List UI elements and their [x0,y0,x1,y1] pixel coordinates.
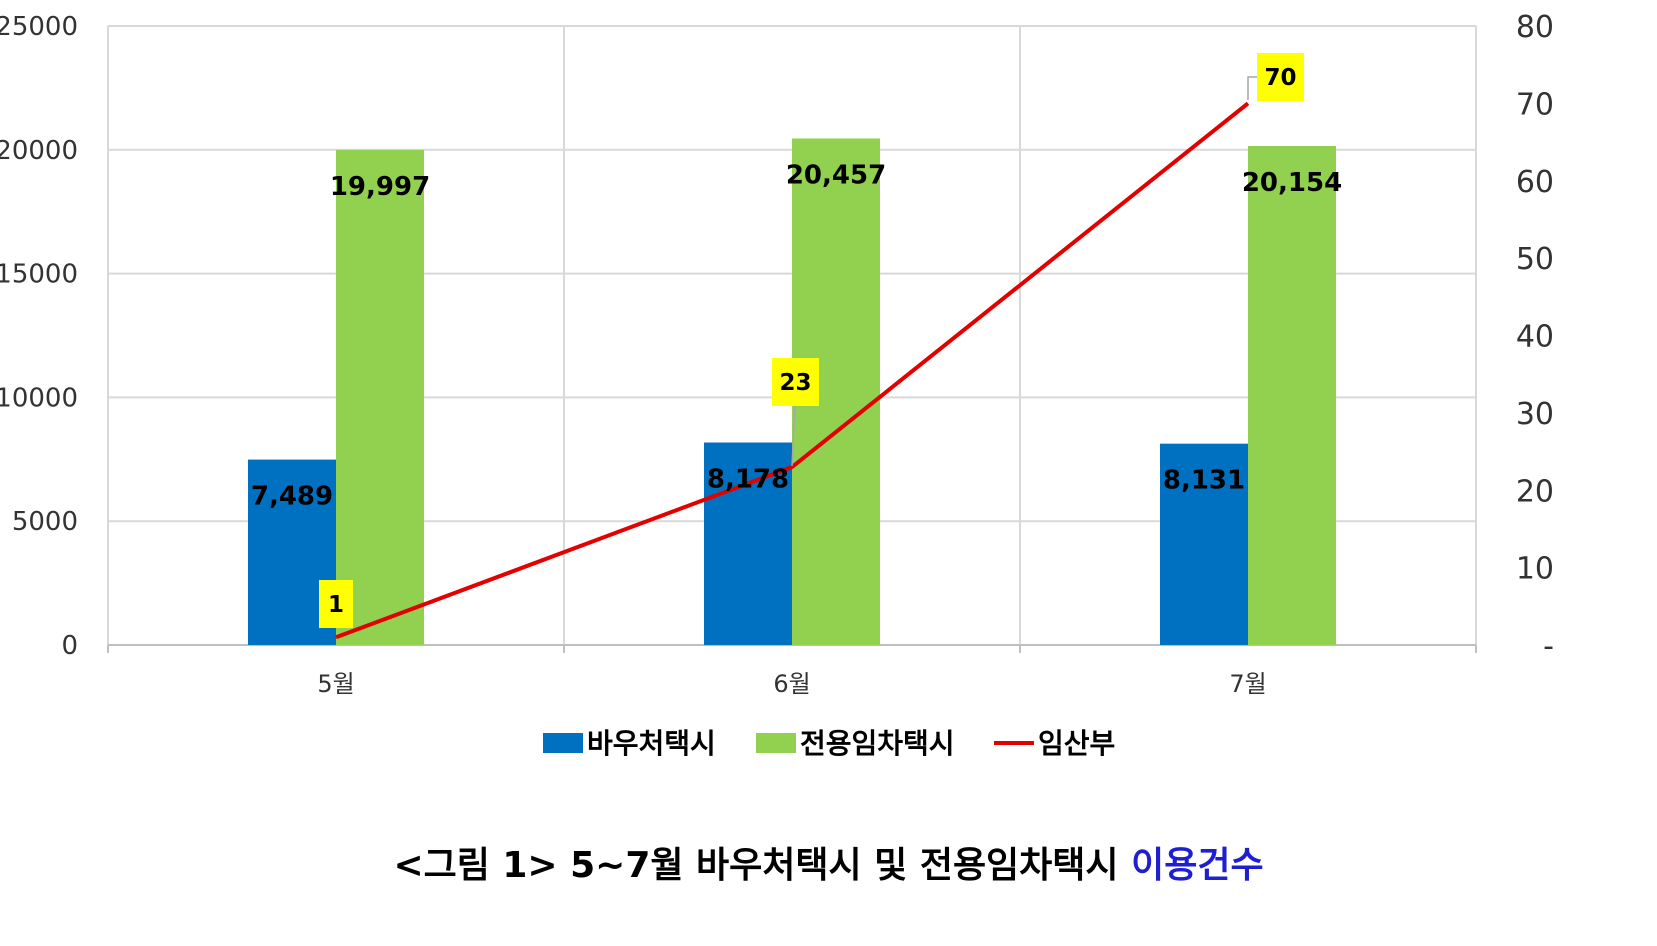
bar-rental [336,149,424,646]
line-data-label: 1 [328,592,344,618]
y-right-tick-label: 80 [1516,10,1554,45]
y-left-tick-label: 0 [61,631,78,661]
legend-swatch [543,733,583,753]
y-left-tick-label: 10000 [0,383,78,413]
figure-caption: <그림 1> 5~7월 바우처택시 및 전용임차택시 이용건수 [0,836,1657,888]
y-right-tick-label: 70 [1516,87,1554,122]
y-left-tick-label: 5000 [12,507,78,537]
y-right-tick-label: 30 [1516,397,1554,432]
legend-label: 전용임차택시 [800,727,955,760]
bar-rental [1248,145,1336,646]
caption-main: <그림 1> 5~7월 바우처택시 및 전용임차택시 [393,845,1132,886]
y-left-tick-label: 20000 [0,136,78,166]
caption-highlight: 이용건수 [1131,845,1264,886]
y-left-tick-label: 25000 [0,12,78,42]
y-right-tick-label: 50 [1516,242,1554,277]
bar-data-label: 20,154 [1242,168,1342,198]
line-label-box [772,358,819,406]
legend-swatch [756,733,796,753]
line-label-box [1257,53,1304,101]
bar-data-label: 8,178 [707,465,789,495]
bar-data-label: 20,457 [786,160,886,190]
legend-label: 바우처택시 [587,727,716,760]
axis-ticks: 0 5000 10000 15000 20000 25000 - 10 20 30 40 50 60 70… [0,10,1554,698]
x-tick-label: 6월 [773,670,810,698]
bar-marks [248,138,1336,646]
bar-data-label: 19,997 [330,172,430,202]
x-tick-label: 5월 [317,670,354,698]
line-label-box [319,580,353,628]
data-labels: 7,489 8,178 8,131 19,997 20,457 20,154 1 23 70 [251,53,1342,628]
y-right-tick-label: 60 [1516,165,1554,200]
leader-line [791,405,796,467]
y-right-tick-label: 10 [1516,552,1554,587]
line-maternity [335,101,1250,640]
x-tick-label: 7월 [1229,670,1266,698]
bar-data-label: 7,489 [251,482,333,512]
y-right-tick-label: 40 [1516,320,1554,355]
legend-label: 임산부 [1038,727,1115,760]
bar-voucher [1160,443,1248,645]
line-data-label: 70 [1264,65,1296,91]
line-data-label: 23 [779,370,811,396]
legend: 바우처택시 전용임차택시 임산부 [543,727,1115,760]
bar-voucher [704,442,792,645]
y-right-tick-label: - [1543,629,1554,664]
bar-data-label: 8,131 [1163,466,1245,496]
y-right-tick-label: 20 [1516,474,1554,509]
line-series [335,101,1250,640]
y-left-tick-label: 15000 [0,260,78,290]
